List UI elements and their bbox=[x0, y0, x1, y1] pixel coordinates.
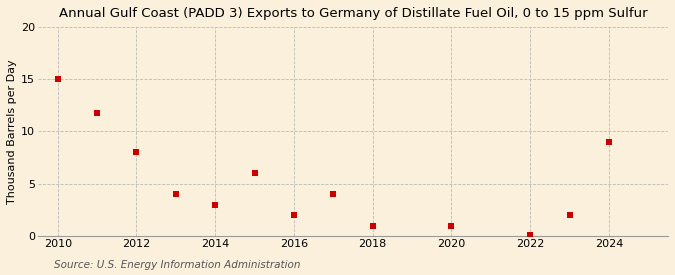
Point bbox=[367, 223, 378, 228]
Title: Annual Gulf Coast (PADD 3) Exports to Germany of Distillate Fuel Oil, 0 to 15 pp: Annual Gulf Coast (PADD 3) Exports to Ge… bbox=[59, 7, 647, 20]
Point bbox=[446, 223, 457, 228]
Point bbox=[210, 202, 221, 207]
Y-axis label: Thousand Barrels per Day: Thousand Barrels per Day bbox=[7, 59, 17, 204]
Point bbox=[289, 213, 300, 217]
Text: Source: U.S. Energy Information Administration: Source: U.S. Energy Information Administ… bbox=[54, 260, 300, 270]
Point bbox=[603, 140, 614, 144]
Point bbox=[131, 150, 142, 155]
Point bbox=[170, 192, 181, 196]
Point bbox=[525, 233, 536, 237]
Point bbox=[564, 213, 575, 217]
Point bbox=[92, 110, 103, 115]
Point bbox=[249, 171, 260, 175]
Point bbox=[52, 77, 63, 81]
Point bbox=[328, 192, 339, 196]
